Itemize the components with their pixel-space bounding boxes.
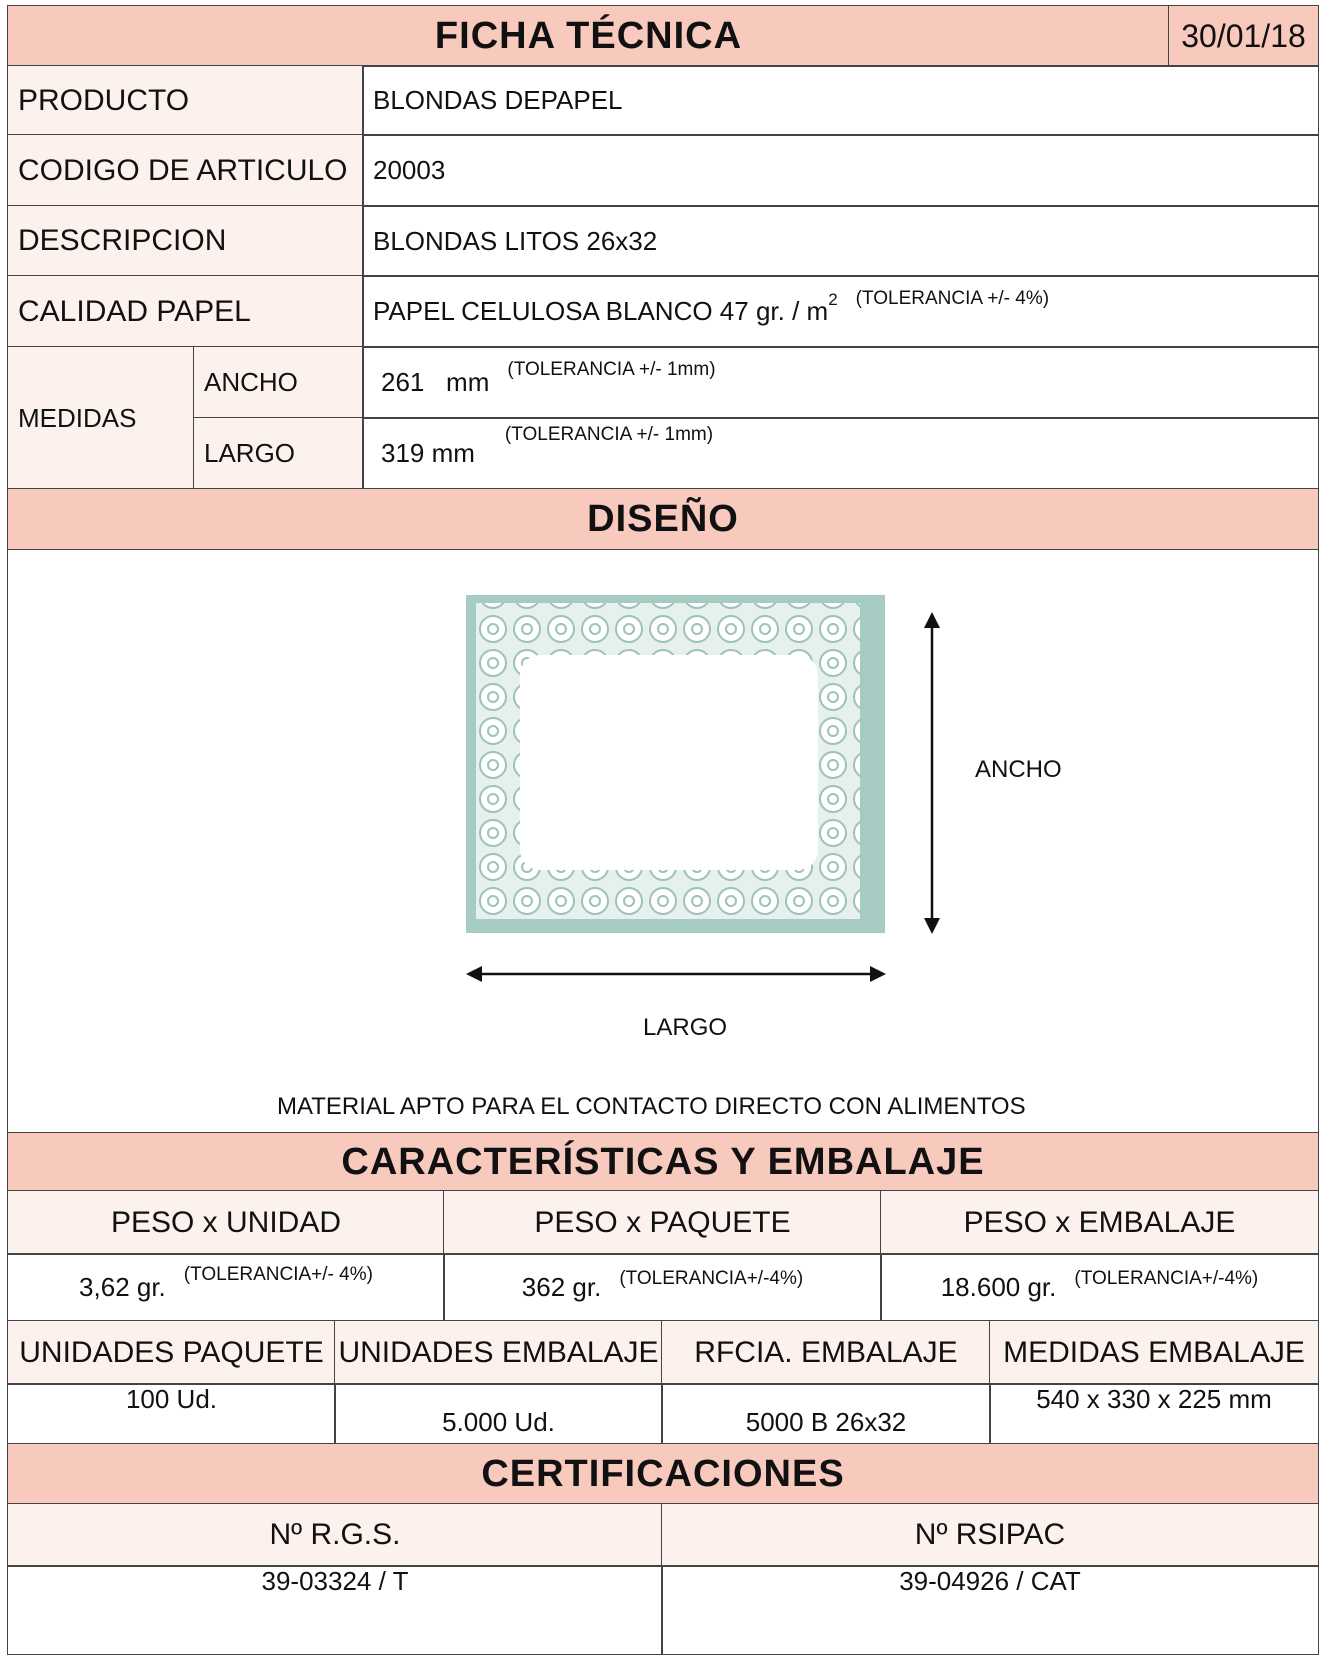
header-cell: Nº R.G.S. (7, 1503, 663, 1567)
section-title: CARACTERÍSTICAS Y EMBALAJE (7, 1132, 1319, 1192)
section-title-text: CERTIFICACIONES (481, 1452, 845, 1495)
label: PESO x UNIDAD (110, 1205, 342, 1239)
label: MEDIDAS (18, 402, 137, 433)
label: ANCHO (204, 367, 298, 397)
value: 39-03324 / T (261, 1566, 409, 1596)
value: 3,62 gr. (79, 1272, 166, 1302)
label: Nº R.G.S. (269, 1518, 401, 1551)
dimension-label: LARGO (643, 1014, 728, 1041)
value-cell: 261 mm (TOLERANCIA +/- 1mm) (362, 346, 1319, 419)
value: 261 mm (381, 367, 490, 397)
value-cell: 319 mm (TOLERANCIA +/- 1mm) (362, 417, 1319, 490)
design-area (7, 548, 1319, 1134)
section-title-text: DISEÑO (587, 497, 739, 540)
label-cell: PRODUCTO (7, 65, 364, 136)
header-cell: UNIDADES EMBALAJE (334, 1320, 663, 1385)
superscript: 2 (828, 290, 838, 309)
value-cell: 18.600 gr. (TOLERANCIA+/-4%) (880, 1253, 1319, 1322)
value-cell: 362 gr. (TOLERANCIA+/-4%) (443, 1253, 882, 1322)
label: PESO x EMBALAJE (963, 1205, 1236, 1239)
date: 30/01/18 (1168, 5, 1319, 67)
note: MATERIAL APTO PARA EL CONTACTO DIRECTO C… (277, 1093, 1026, 1120)
value: 540 x 330 x 225 mm (1036, 1384, 1272, 1414)
value-cell: BLONDAS LITOS 26x32 (362, 205, 1319, 277)
value-cell: 20003 (362, 134, 1319, 207)
date-text: 30/01/18 (1181, 17, 1306, 54)
value: 20003 (373, 155, 446, 185)
value: 319 mm (381, 438, 475, 468)
section-title: CERTIFICACIONES (7, 1443, 1319, 1505)
value: BLONDAS LITOS 26x32 (373, 225, 658, 256)
value-cell: PAPEL CELULOSA BLANCO 47 gr. / m 2 (TOLERA… (362, 275, 1319, 348)
label: PRODUCTO (18, 83, 190, 117)
header-cell: Nº RSIPAC (661, 1503, 1319, 1567)
label: PESO x PAQUETE (534, 1205, 791, 1239)
label: LARGO (204, 438, 296, 468)
header-cell: RFCIA. EMBALAJE (661, 1320, 991, 1385)
label: CODIGO DE ARTICULO (18, 153, 348, 187)
label: CALIDAD PAPEL (18, 294, 251, 328)
value-cell: 39-03324 / T (7, 1565, 663, 1655)
value-cell: 540 x 330 x 225 mm (989, 1383, 1319, 1445)
label: UNIDADES EMBALAJE (338, 1335, 659, 1369)
value: 5000 B 26x32 (745, 1407, 907, 1437)
note: (TOLERANCIA+/-4%) (619, 1268, 804, 1289)
value-cell: BLONDAS DEPAPEL (362, 65, 1319, 136)
value-cell: 39-04926 / CAT (661, 1565, 1319, 1655)
label-cell: MEDIDAS (7, 346, 195, 490)
value: 5.000 Ud. (442, 1407, 555, 1437)
label-cell: ANCHO (193, 346, 364, 419)
note: (TOLERANCIA +/- 1mm) (504, 424, 714, 445)
label-cell: LARGO (193, 417, 364, 490)
value-cell: 3,62 gr. (TOLERANCIA+/- 4%) (7, 1253, 445, 1322)
note: (TOLERANCIA +/- 4%) (855, 288, 1050, 309)
header-cell: PESO x PAQUETE (443, 1190, 882, 1255)
value-cell: 5000 B 26x32 (661, 1383, 991, 1445)
label: Nº RSIPAC (914, 1518, 1066, 1551)
note: (TOLERANCIA+/- 4%) (183, 1264, 373, 1285)
title: FICHA TÉCNICA (7, 5, 1170, 67)
header-cell: PESO x EMBALAJE (880, 1190, 1319, 1255)
value: 39-04926 / CAT (899, 1566, 1081, 1596)
value-cell: 5.000 Ud. (334, 1383, 663, 1445)
label: UNIDADES PAQUETE (19, 1335, 324, 1369)
label: DESCRIPCION (18, 224, 227, 257)
section-title: DISEÑO (7, 488, 1319, 550)
header-cell: UNIDADES PAQUETE (7, 1320, 336, 1385)
note: (TOLERANCIA+/-4%) (1074, 1268, 1259, 1289)
label-cell: CODIGO DE ARTICULO (7, 134, 364, 207)
dimension-label: ANCHO (975, 756, 1062, 783)
note: (TOLERANCIA +/- 1mm) (507, 359, 716, 380)
value: 362 gr. (521, 1272, 602, 1302)
section-title-text: CARACTERÍSTICAS Y EMBALAJE (341, 1140, 985, 1183)
header-cell: PESO x UNIDAD (7, 1190, 445, 1255)
value-cell: 100 Ud. (7, 1383, 336, 1445)
value: BLONDAS DEPAPEL (373, 85, 623, 115)
value: PAPEL CELULOSA BLANCO 47 gr. / m (373, 296, 829, 326)
title-text: FICHA TÉCNICA (434, 14, 743, 57)
header-cell: MEDIDAS EMBALAJE (989, 1320, 1319, 1385)
label-cell: DESCRIPCION (7, 205, 364, 277)
label-cell: CALIDAD PAPEL (7, 275, 364, 348)
value: 18.600 gr. (940, 1272, 1057, 1302)
label: RFCIA. EMBALAJE (694, 1335, 958, 1369)
label: MEDIDAS EMBALAJE (1003, 1335, 1305, 1369)
value: 100 Ud. (125, 1384, 218, 1414)
